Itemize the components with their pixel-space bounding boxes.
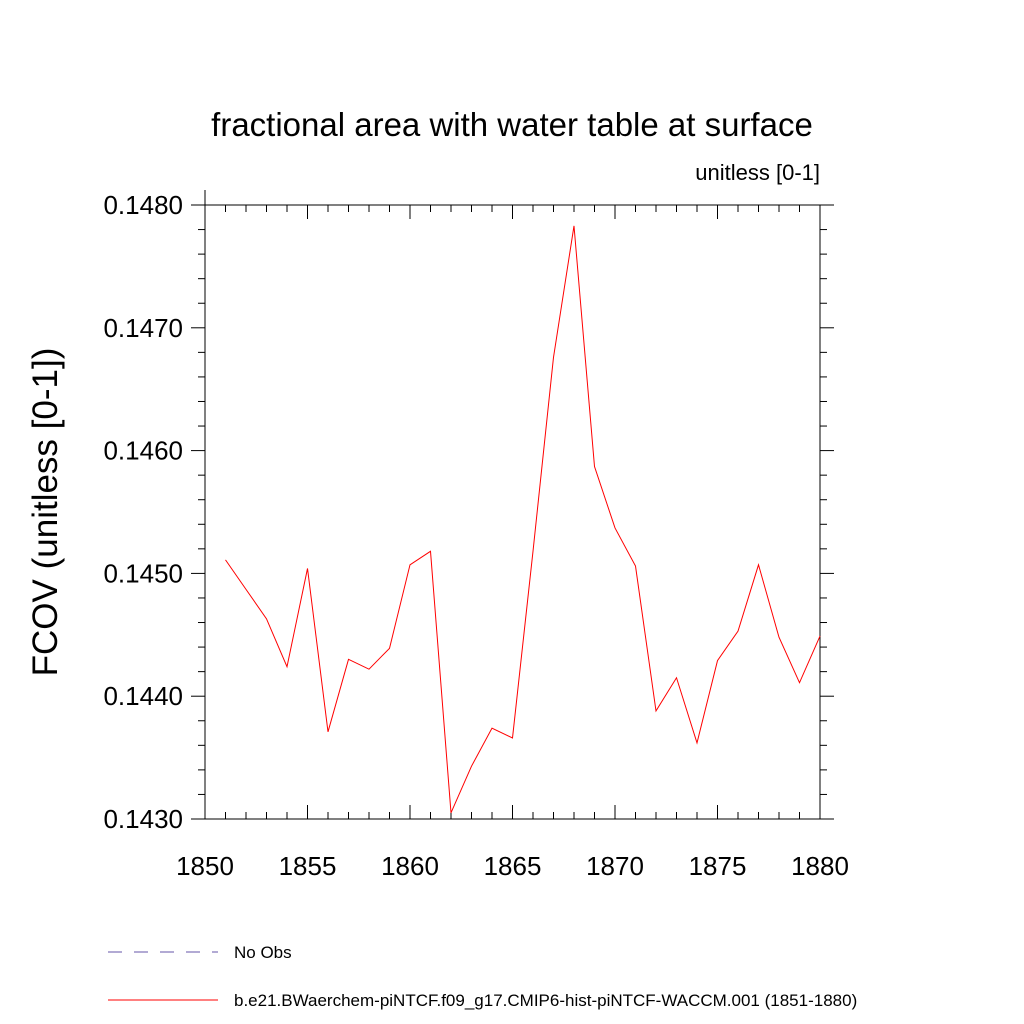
y-tick-label: 0.1440 (103, 681, 183, 711)
chart-title: fractional area with water table at surf… (211, 106, 813, 143)
legend: No Obs b.e21.BWaerchem-piNTCF.f09_g17.CMI… (108, 943, 857, 1010)
series-lines (225, 225, 821, 814)
y-tick-label: 0.1430 (103, 804, 183, 834)
chart-subtitle: unitless [0-1] (695, 160, 820, 185)
legend-label: No Obs (234, 943, 292, 962)
x-tick-label: 1850 (176, 851, 234, 881)
y-tick-label: 0.1470 (103, 313, 183, 343)
y-axis-label: FCOV (unitless [0-1]) (26, 348, 65, 677)
x-tick-label: 1865 (484, 851, 542, 881)
x-tick-label: 1855 (279, 851, 337, 881)
y-tick-label: 0.1480 (103, 190, 183, 220)
x-tick-label: 1860 (381, 851, 439, 881)
y-tick-label: 0.1460 (103, 436, 183, 466)
tick-labels: 1850 1855 1860 1865 1870 1875 1880 0.1430 0.1440… (103, 190, 848, 881)
legend-label: b.e21.BWaerchem-piNTCF.f09_g17.CMIP6-his… (234, 991, 857, 1010)
x-tick-label: 1870 (586, 851, 644, 881)
series-line (225, 225, 821, 814)
y-tick-label: 0.1450 (103, 558, 183, 588)
plot-frame (204, 204, 821, 820)
axis-ticks (191, 190, 834, 820)
x-tick-label: 1875 (689, 851, 747, 881)
x-tick-label: 1880 (791, 851, 849, 881)
